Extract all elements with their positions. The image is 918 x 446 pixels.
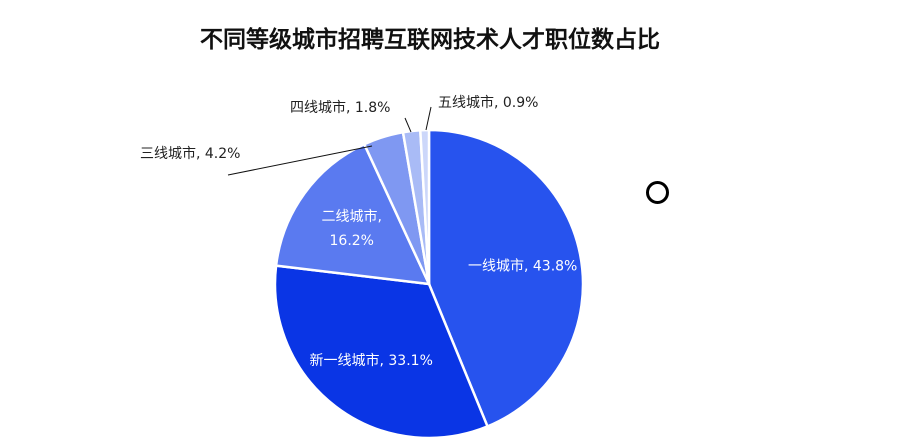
slice-label-tier2: 二线城市, 16.2% — [322, 208, 382, 249]
pie-slice-new-tier1 — [273, 264, 490, 440]
chart-title: 不同等级城市招聘互联网技术人才职位数占比 — [200, 27, 660, 53]
slice-label-tier5: 五线城市, 0.9% — [438, 94, 538, 111]
leader-line-tier4 — [404, 117, 412, 133]
leader-line-tier3 — [227, 145, 373, 176]
slice-label-tier3: 三线城市, 4.2% — [140, 145, 240, 162]
leader-line-tier5 — [425, 106, 432, 131]
slice-label-new-tier1: 新一线城市, 33.1% — [310, 352, 433, 369]
pie-slice-tier1 — [427, 128, 585, 429]
slice-label-tier1: 一线城市, 43.8% — [468, 258, 577, 275]
circle-marker-icon — [646, 181, 669, 204]
slice-label-tier4: 四线城市, 1.8% — [290, 99, 390, 116]
pie-slice-tier5 — [418, 128, 431, 285]
